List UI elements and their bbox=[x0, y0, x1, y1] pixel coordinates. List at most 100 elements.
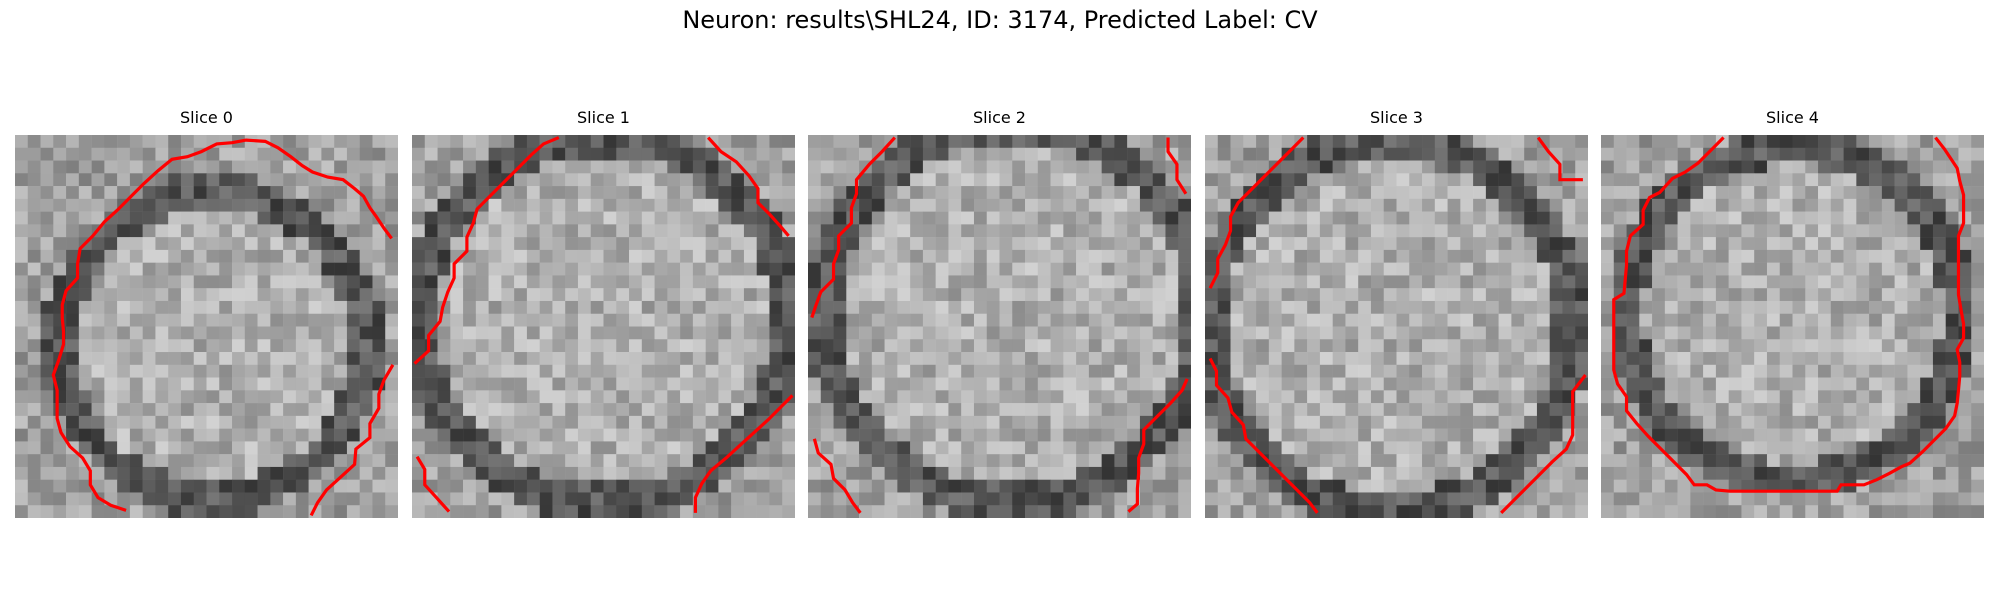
pixel-cell bbox=[667, 160, 681, 174]
pixel-cell bbox=[565, 198, 579, 212]
pixel-cell bbox=[756, 288, 770, 302]
pixel-cell bbox=[1076, 288, 1090, 302]
pixel-cell bbox=[641, 492, 655, 506]
pixel-cell bbox=[616, 198, 630, 212]
pixel-cell bbox=[910, 390, 924, 404]
pixel-cell bbox=[1703, 364, 1717, 378]
pixel-cell bbox=[1575, 479, 1588, 493]
pixel-cell bbox=[372, 415, 386, 429]
pixel-cell bbox=[654, 505, 668, 518]
pixel-cell bbox=[1217, 173, 1231, 187]
pixel-cell bbox=[1613, 505, 1627, 518]
pixel-cell bbox=[731, 326, 745, 340]
pixel-cell bbox=[1690, 415, 1704, 429]
pixel-cell bbox=[385, 377, 398, 391]
pixel-cell bbox=[1178, 466, 1191, 480]
pixel-cell bbox=[1741, 160, 1755, 174]
pixel-cell bbox=[1243, 390, 1257, 404]
pixel-cell bbox=[1243, 237, 1257, 251]
pixel-cell bbox=[692, 441, 706, 455]
pixel-cell bbox=[117, 377, 131, 391]
pixel-cell bbox=[1894, 339, 1908, 353]
pixel-cell bbox=[1447, 377, 1461, 391]
pixel-cell bbox=[1281, 224, 1295, 238]
pixel-cell bbox=[117, 313, 131, 327]
pixel-cell bbox=[986, 390, 1000, 404]
pixel-cell bbox=[973, 237, 987, 251]
pixel-cell bbox=[193, 173, 207, 187]
pixel-cell bbox=[1307, 415, 1321, 429]
pixel-cell bbox=[488, 262, 502, 276]
pixel-cell bbox=[859, 352, 873, 366]
pixel-cell bbox=[973, 352, 987, 366]
pixel-cell bbox=[501, 428, 515, 442]
pixel-cell bbox=[1063, 249, 1077, 263]
pixel-cell bbox=[590, 147, 604, 161]
pixel-cell bbox=[1217, 224, 1231, 238]
pixel-cell bbox=[1012, 466, 1026, 480]
pixel-cell bbox=[1818, 224, 1832, 238]
pixel-cell bbox=[1766, 135, 1780, 149]
pixel-cell bbox=[692, 454, 706, 468]
pixel-cell bbox=[1562, 224, 1576, 238]
pixel-cell bbox=[1139, 352, 1153, 366]
pixel-cell bbox=[1971, 377, 1984, 391]
pixel-cell bbox=[1268, 339, 1282, 353]
pixel-cell bbox=[1447, 454, 1461, 468]
pixel-cell bbox=[871, 211, 885, 225]
pixel-cell bbox=[680, 313, 694, 327]
pixel-cell bbox=[1932, 339, 1946, 353]
pixel-cell bbox=[871, 466, 885, 480]
pixel-cell bbox=[808, 275, 822, 289]
pixel-cell bbox=[616, 403, 630, 417]
slice-title: Slice 4 bbox=[1766, 108, 1819, 127]
pixel-cell bbox=[1422, 326, 1436, 340]
pixel-cell bbox=[961, 441, 975, 455]
pixel-cell bbox=[1050, 479, 1064, 493]
pixel-cell bbox=[1524, 364, 1538, 378]
pixel-cell bbox=[565, 339, 579, 353]
pixel-cell bbox=[1818, 339, 1832, 353]
pixel-cell bbox=[539, 249, 553, 263]
pixel-cell bbox=[1830, 364, 1844, 378]
pixel-cell bbox=[871, 479, 885, 493]
pixel-cell bbox=[565, 390, 579, 404]
pixel-cell bbox=[526, 454, 540, 468]
pixel-cell bbox=[180, 160, 194, 174]
pixel-cell bbox=[1268, 492, 1282, 506]
pixel-cell bbox=[27, 173, 41, 187]
pixel-cell bbox=[603, 441, 617, 455]
pixel-cell bbox=[1664, 300, 1678, 314]
pixel-cell bbox=[948, 300, 962, 314]
pixel-cell bbox=[308, 224, 322, 238]
pixel-cell bbox=[180, 428, 194, 442]
pixel-cell bbox=[1409, 492, 1423, 506]
pixel-cell bbox=[1652, 454, 1666, 468]
pixel-cell bbox=[1818, 160, 1832, 174]
pixel-cell bbox=[1932, 466, 1946, 480]
pixel-cell bbox=[385, 466, 398, 480]
pixel-cell bbox=[78, 364, 92, 378]
pixel-cell bbox=[1601, 428, 1615, 442]
pixel-cell bbox=[78, 186, 92, 200]
pixel-cell bbox=[463, 160, 477, 174]
pixel-cell bbox=[168, 288, 182, 302]
pixel-cell bbox=[232, 428, 246, 442]
pixel-cell bbox=[756, 198, 770, 212]
pixel-cell bbox=[53, 441, 67, 455]
pixel-cell bbox=[552, 147, 566, 161]
pixel-cell bbox=[897, 479, 911, 493]
pixel-cell bbox=[1307, 288, 1321, 302]
pixel-cell bbox=[372, 135, 386, 149]
pixel-cell bbox=[1165, 313, 1179, 327]
pixel-cell bbox=[40, 198, 54, 212]
pixel-cell bbox=[1025, 237, 1039, 251]
pixel-cell bbox=[424, 224, 438, 238]
pixel-cell bbox=[552, 403, 566, 417]
pixel-cell bbox=[1294, 352, 1308, 366]
pixel-cell bbox=[1894, 300, 1908, 314]
pixel-cell bbox=[1434, 403, 1448, 417]
pixel-cell bbox=[104, 326, 118, 340]
pixel-cell bbox=[1575, 428, 1588, 442]
pixel-cell bbox=[999, 300, 1013, 314]
